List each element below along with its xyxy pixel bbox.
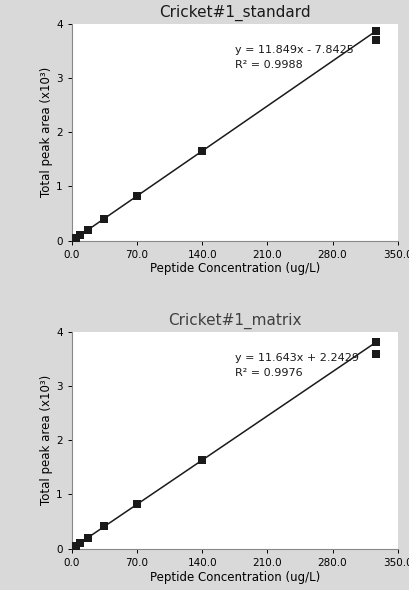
Point <box>371 337 378 347</box>
Point <box>101 522 107 531</box>
Point <box>101 214 107 223</box>
Point <box>85 225 91 234</box>
Y-axis label: Total peak area (x10³): Total peak area (x10³) <box>40 375 53 505</box>
Point <box>371 349 378 359</box>
Title: Cricket#1_matrix: Cricket#1_matrix <box>168 313 301 329</box>
Text: y = 11.849x - 7.8425
R² = 0.9988: y = 11.849x - 7.8425 R² = 0.9988 <box>234 45 353 70</box>
Point <box>371 35 378 44</box>
Point <box>371 27 378 36</box>
Point <box>198 455 205 465</box>
Point <box>76 231 83 240</box>
Point <box>72 541 79 550</box>
Text: y = 11.643x + 2.2429
R² = 0.9976: y = 11.643x + 2.2429 R² = 0.9976 <box>234 353 358 378</box>
X-axis label: Peptide Concentration (ug/L): Peptide Concentration (ug/L) <box>149 263 319 276</box>
Point <box>72 234 79 243</box>
Y-axis label: Total peak area (x10³): Total peak area (x10³) <box>40 67 53 197</box>
Point <box>70 542 77 552</box>
X-axis label: Peptide Concentration (ug/L): Peptide Concentration (ug/L) <box>149 571 319 584</box>
Point <box>133 500 140 509</box>
Point <box>69 236 75 245</box>
Point <box>85 533 91 542</box>
Point <box>69 543 75 553</box>
Point <box>76 538 83 548</box>
Point <box>198 146 205 156</box>
Title: Cricket#1_standard: Cricket#1_standard <box>159 5 310 21</box>
Point <box>133 191 140 201</box>
Point <box>69 543 76 553</box>
Point <box>70 235 77 244</box>
Point <box>69 235 76 245</box>
